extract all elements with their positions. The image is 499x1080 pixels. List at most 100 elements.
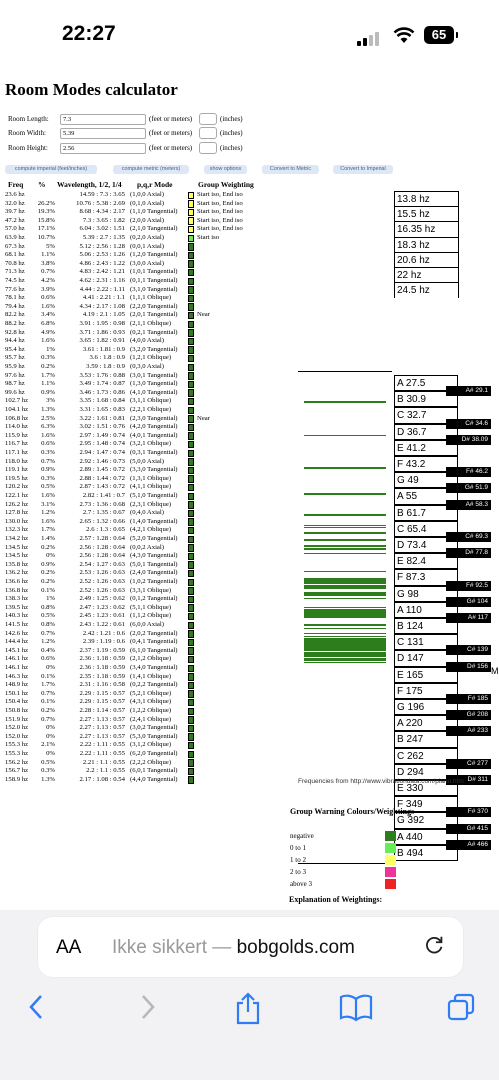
room-length-inches-input[interactable] [199,113,217,125]
row-percent: 1.7% [41,681,55,689]
piano-black-key[interactable]: F# 92.5 [446,580,491,591]
room-length-input[interactable]: 7.3 [60,114,146,125]
row-wavelength: 2.54 : 1.27 : 0.63 [79,560,125,568]
row-percent: 0.7% [41,268,55,276]
row-frequency: 150.8 hz [5,707,29,714]
mode-marker [304,532,386,535]
piano-black-key[interactable]: A# 58.3 [446,499,491,510]
row-percent: 3% [46,397,55,405]
piano-white-key[interactable]: E 82.4 [394,553,458,570]
compute-imperial-button[interactable]: compute imperial (feet/inches) [5,165,97,174]
room-height-input[interactable]: 2.56 [60,143,146,154]
row-mode: (2,3,1 Oblique) [130,500,172,508]
piano-white-key[interactable]: F 175 [394,682,458,699]
piano-black-key[interactable]: D# 38.09 [446,434,491,445]
row-mode: (0,0,1 Axial) [130,242,164,250]
row-group-swatch [188,337,194,346]
mode-marker [304,493,386,495]
room-width-inches-input[interactable] [199,127,217,139]
piano-black-key[interactable]: G# 104 [446,596,491,607]
piano-white-key[interactable]: G 98 [394,585,458,602]
piano-white-key[interactable]: B 61.7 [394,504,458,521]
row-frequency: 92.8 hz [5,328,25,336]
room-width-input[interactable]: 5.39 [60,128,146,139]
url-text[interactable]: Ikke sikkert — bobgolds.com [112,937,355,959]
piano-white-key[interactable]: D 147 [394,650,458,667]
piano-black-key[interactable]: D# 156 [446,661,491,672]
row-mode: (6,0,1 Tangential) [130,767,178,775]
piano-black-key[interactable]: G# 415 [446,823,491,834]
row-frequency: 39.7 hz [5,208,25,216]
piano-black-key[interactable]: D# 77.8 [446,548,491,559]
piano-white-key[interactable]: C 65.4 [394,520,458,537]
legend-swatch [385,867,396,877]
piano-white-key[interactable]: B 247 [394,731,458,748]
back-icon[interactable] [26,992,48,1022]
piano-white-key[interactable]: E 41.2 [394,439,458,456]
piano-black-key[interactable]: C# 139 [446,645,491,656]
piano-white-key[interactable]: A 55 [394,488,458,505]
piano-white-key[interactable]: C 262 [394,747,458,764]
piano-black-key[interactable]: C# 34.6 [446,418,491,429]
piano-white-key[interactable]: G 49 [394,472,458,489]
row-mode: (5,1,1 Oblique) [130,603,172,611]
piano-black-key[interactable]: C# 69.3 [446,532,491,542]
row-frequency: 117.1 hz [5,449,28,456]
legend-swatch [385,831,396,841]
piano-black-key[interactable]: A# 29.1 [446,386,491,397]
convert-to-metric-button[interactable]: Convert to Metric [262,165,319,174]
row-wavelength: 2.17 : 1.08 : 0.54 [79,775,125,783]
piano-black-key[interactable]: A# 233 [446,726,491,737]
piano-white-key[interactable]: G 196 [394,699,458,716]
piano-white-key[interactable]: F 87.3 [394,569,458,586]
row-mode: (0,0,2 Axial) [130,543,164,551]
piano-white-key[interactable]: D 73.4 [394,537,458,554]
room-height-unit: (feet or meters) [149,144,193,152]
row-mode: (1,1,0 Tangential) [130,208,178,216]
row-frequency: 120.2 hz [5,483,29,491]
reload-icon[interactable] [424,934,446,956]
piano-white-key[interactable]: B 124 [394,618,458,635]
show-options-button[interactable]: show options [204,165,247,174]
piano-white-key[interactable]: C 131 [394,634,458,651]
row-frequency: 122.1 hz [5,492,29,499]
piano-black-key[interactable]: F# 46.2 [446,467,491,478]
piano-black-key[interactable]: F# 185 [446,694,491,704]
piano-black-key[interactable]: A# 117 [446,613,491,623]
piano-black-key[interactable]: G# 208 [446,710,491,721]
piano-white-key[interactable]: F 43.2 [394,456,458,473]
reader-options-button[interactable]: AA [56,937,82,958]
piano-black-key[interactable]: D# 311 [446,775,491,785]
piano-white-key[interactable]: D 36.7 [394,423,458,440]
piano-white-key[interactable]: C 32.7 [394,407,458,424]
row-group-swatch [188,432,194,440]
piano-white-key[interactable]: D 294 [394,763,458,780]
piano-black-key[interactable]: G# 51.9 [446,483,491,494]
room-height-inches-input[interactable] [199,142,217,154]
piano-white-key[interactable]: B 30.9 [394,391,458,408]
piano-black-key[interactable]: A# 466 [446,839,491,850]
row-percent: 1.3% [41,406,55,413]
bookmarks-icon[interactable] [339,992,373,1022]
row-frequency: 130.0 hz [5,517,29,525]
piano-white-key[interactable]: E 330 [394,780,458,797]
forward-icon[interactable] [136,992,158,1022]
piano-black-key[interactable]: F# 370 [446,807,491,818]
tabs-icon[interactable] [446,992,476,1022]
mode-marker [304,654,386,656]
mode-marker [304,582,386,585]
piano-white-key[interactable]: F 349 [394,796,458,813]
piano-white-key[interactable]: A 27.5 [394,375,458,392]
row-group-swatch [188,673,194,681]
compute-metric-button[interactable]: compute metric (meters) [113,165,189,174]
piano-black-key[interactable]: C# 277 [446,758,491,769]
piano-white-key[interactable]: A 220 [394,715,458,732]
convert-to-imperial-button[interactable]: Convert to Imperial [333,165,393,174]
piano-white-key[interactable]: A 110 [394,601,458,618]
share-icon[interactable] [234,992,262,1026]
piano-white-key[interactable]: G 392 [394,812,458,829]
piano-white-key[interactable]: E 165 [394,666,458,683]
mode-marker [304,606,386,609]
row-percent: 0.6% [41,440,55,448]
address-bar[interactable] [38,917,463,977]
